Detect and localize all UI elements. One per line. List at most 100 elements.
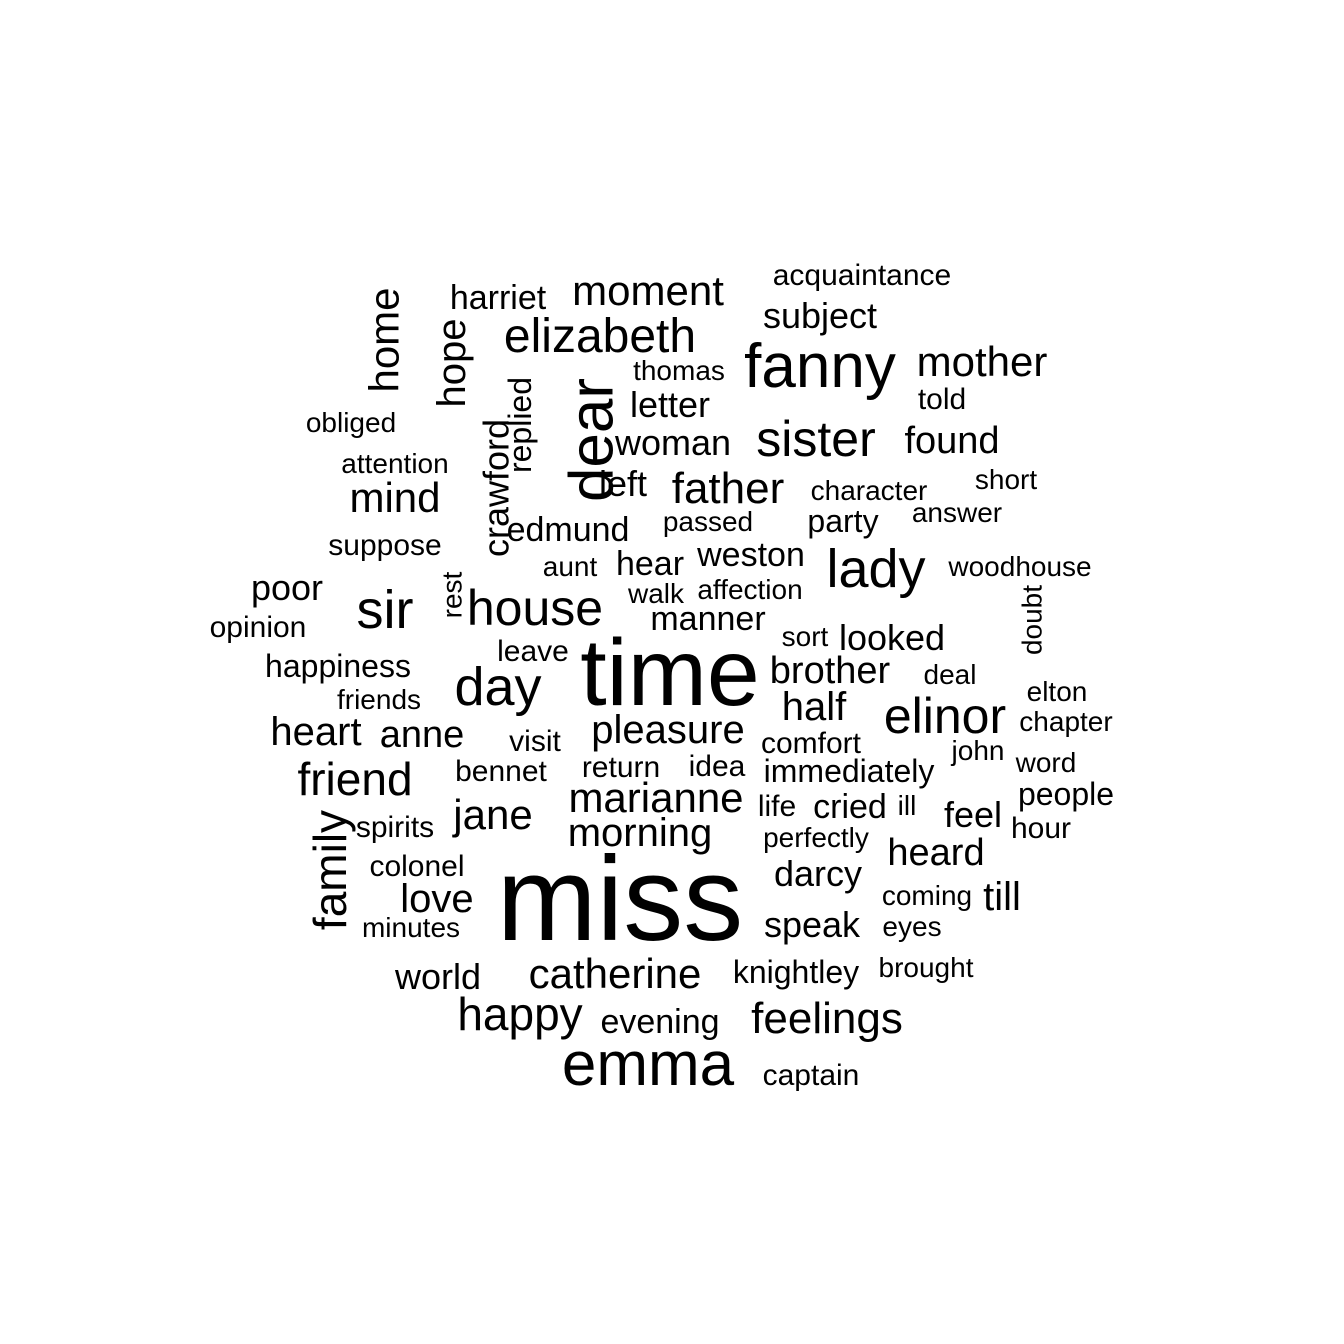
word-evening: evening	[600, 1003, 719, 1041]
word-suppose: suppose	[328, 529, 441, 562]
word-elton: elton	[1027, 676, 1088, 707]
word-brother: brother	[770, 650, 891, 692]
word-feel: feel	[944, 794, 1002, 835]
word-thomas: thomas	[633, 355, 725, 386]
word-love: love	[400, 877, 473, 921]
word-doubt: doubt	[1017, 585, 1048, 655]
word-day: day	[454, 657, 541, 717]
word-weston: weston	[696, 536, 805, 574]
word-found: found	[904, 420, 999, 462]
word-people: people	[1018, 776, 1114, 812]
word-life: life	[758, 790, 796, 823]
word-visit: visit	[509, 725, 561, 758]
word-pleasure: pleasure	[591, 708, 744, 752]
word-bennet: bennet	[455, 755, 547, 788]
word-told: told	[918, 383, 966, 416]
word-family: family	[304, 810, 356, 930]
word-word: word	[1015, 747, 1077, 778]
word-feelings: feelings	[751, 994, 903, 1043]
word-sister: sister	[756, 411, 875, 467]
word-crawford: crawford	[476, 419, 517, 557]
word-world: world	[394, 956, 481, 997]
word-jane: jane	[451, 791, 532, 838]
word-morning: morning	[568, 811, 713, 855]
word-minutes: minutes	[362, 912, 460, 943]
word-character: character	[811, 475, 928, 506]
word-happiness: happiness	[265, 648, 411, 684]
word-sort: sort	[782, 621, 829, 652]
word-marianne: marianne	[568, 774, 743, 821]
word-short: short	[975, 464, 1037, 495]
word-aunt: aunt	[543, 551, 598, 582]
word-darcy: darcy	[774, 853, 862, 894]
word-idea: idea	[689, 750, 746, 783]
word-poor: poor	[251, 567, 323, 608]
word-speak: speak	[764, 904, 861, 945]
word-heart: heart	[270, 710, 361, 754]
word-manner: manner	[650, 600, 765, 638]
word-friends: friends	[337, 684, 421, 715]
word-woodhouse: woodhouse	[947, 551, 1091, 582]
word-colonel: colonel	[369, 850, 464, 883]
word-passed: passed	[663, 506, 753, 537]
word-happy: happy	[457, 988, 582, 1040]
word-brought: brought	[879, 952, 974, 983]
word-looked: looked	[839, 617, 945, 658]
word-emma: emma	[562, 1030, 735, 1099]
word-time: time	[580, 620, 759, 726]
word-return: return	[582, 751, 660, 784]
word-woman: woman	[614, 422, 731, 463]
word-comfort: comfort	[761, 727, 862, 760]
word-affection: affection	[697, 574, 802, 605]
word-heard: heard	[887, 832, 984, 874]
word-knightley: knightley	[733, 954, 859, 990]
word-elizabeth: elizabeth	[504, 310, 696, 363]
word-elinor: elinor	[884, 688, 1006, 744]
word-perfectly: perfectly	[763, 822, 869, 853]
word-deal: deal	[924, 659, 977, 690]
word-captain: captain	[763, 1059, 860, 1092]
word-cried: cried	[813, 788, 887, 826]
word-letter: letter	[630, 384, 710, 425]
word-left: left	[599, 463, 647, 504]
word-attention: attention	[341, 448, 448, 479]
word-rest: rest	[437, 571, 468, 618]
word-ill: ill	[898, 790, 917, 821]
word-lady: lady	[826, 539, 925, 599]
word-eyes: eyes	[882, 911, 941, 942]
word-obliged: obliged	[306, 407, 396, 438]
word-subject: subject	[763, 295, 877, 336]
word-dear: dear	[558, 378, 627, 502]
word-sir: sir	[357, 580, 414, 640]
word-miss: miss	[497, 832, 744, 966]
word-fanny: fanny	[744, 332, 896, 401]
word-coming: coming	[882, 880, 972, 911]
word-half: half	[782, 685, 847, 729]
word-walk: walk	[627, 578, 685, 609]
word-father: father	[672, 464, 785, 513]
word-chapter: chapter	[1019, 706, 1112, 737]
word-spirits: spirits	[356, 811, 434, 844]
word-john: john	[951, 735, 1005, 766]
word-acquaintance: acquaintance	[773, 259, 951, 292]
word-replied: replied	[502, 377, 538, 473]
word-moment: moment	[572, 267, 724, 314]
word-hope: hope	[430, 319, 474, 408]
word-hear: hear	[616, 545, 684, 583]
word-hour: hour	[1011, 812, 1071, 845]
word-edmund: edmund	[507, 511, 630, 549]
word-immediately: immediately	[764, 753, 935, 789]
word-mother: mother	[917, 338, 1048, 385]
word-catherine: catherine	[529, 950, 702, 997]
word-friend: friend	[297, 753, 412, 805]
word-anne: anne	[380, 714, 465, 756]
word-opinion: opinion	[210, 611, 307, 644]
word-party: party	[807, 503, 878, 539]
word-mind: mind	[349, 474, 440, 521]
word-harriet: harriet	[450, 279, 547, 317]
word-answer: answer	[912, 497, 1002, 528]
word-house: house	[467, 580, 603, 636]
word-home: home	[361, 287, 408, 392]
word-till: till	[983, 875, 1021, 919]
